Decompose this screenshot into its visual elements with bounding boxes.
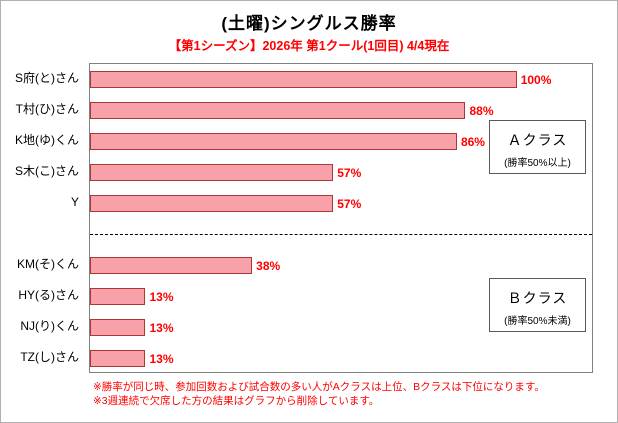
class-b-box: Ｂクラス (勝率50%未満) <box>489 278 586 332</box>
category-label: S府(と)さん <box>15 71 79 85</box>
class-b-label: Ｂクラス <box>507 290 568 306</box>
category-label: NJ(り)くん <box>20 319 79 333</box>
class-divider-line <box>90 234 592 235</box>
bar: 57% <box>90 164 361 181</box>
bar-value-label: 13% <box>149 352 174 366</box>
category-label: T村(ひ)さん <box>15 102 79 116</box>
footnote-1: ※勝率が同じ時、参加回数および試合数の多い人がAクラスは上位、Bクラスは下位にな… <box>93 381 545 393</box>
bar-value-label: 88% <box>469 104 494 118</box>
category-label: TZ(し)さん <box>20 350 79 364</box>
bar: 13% <box>90 319 174 336</box>
bar: 86% <box>90 133 485 150</box>
page-title: (土曜)シングルス勝率 <box>221 14 397 33</box>
class-a-label: Ａクラス <box>507 132 568 148</box>
bar: 38% <box>90 257 280 274</box>
bar-value-label: 13% <box>149 290 174 304</box>
bar: 88% <box>90 102 494 119</box>
category-label: K地(ゆ)くん <box>15 133 79 147</box>
bar: 13% <box>90 350 174 367</box>
bar: 100% <box>90 71 551 88</box>
bar-value-label: 57% <box>337 166 362 180</box>
category-axis: S府(と)さん T村(ひ)さん K地(ゆ)くん S木(こ)さん Y KM(そ)くん HY(る… <box>1 63 84 373</box>
chart-subtitle: 【第1シーズン】2026年 第1クール(1回目) 4/4現在 <box>168 39 450 53</box>
footnotes: ※勝率が同じ時、参加回数および試合数の多い人がAクラスは上位、Bクラスは下位にな… <box>93 381 545 408</box>
class-a-box: Ａクラス (勝率50%以上) <box>489 120 586 174</box>
category-label: KM(そ)くん <box>17 257 79 271</box>
bar-value-label: 100% <box>520 73 552 87</box>
bar-value-label: 86% <box>460 135 485 149</box>
bar-value-label: 57% <box>337 197 362 211</box>
bar-value-label: 13% <box>149 321 174 335</box>
bar: 13% <box>90 288 174 305</box>
category-label: Y <box>70 195 79 209</box>
footnote-2: ※3週連続で欠席した方の結果はグラフから削除しています。 <box>93 394 380 407</box>
category-label: S木(こ)さん <box>15 164 79 178</box>
bar-value-label: 38% <box>256 259 281 273</box>
category-label: HY(る)さん <box>18 288 79 302</box>
class-a-sublabel: (勝率50%以上) <box>504 158 571 169</box>
plot-area: Ａクラス (勝率50%以上) Ｂクラス (勝率50%未満) 100% 88% 86%… <box>89 63 593 373</box>
bar: 57% <box>90 195 361 212</box>
class-b-sublabel: (勝率50%未満) <box>504 316 571 327</box>
